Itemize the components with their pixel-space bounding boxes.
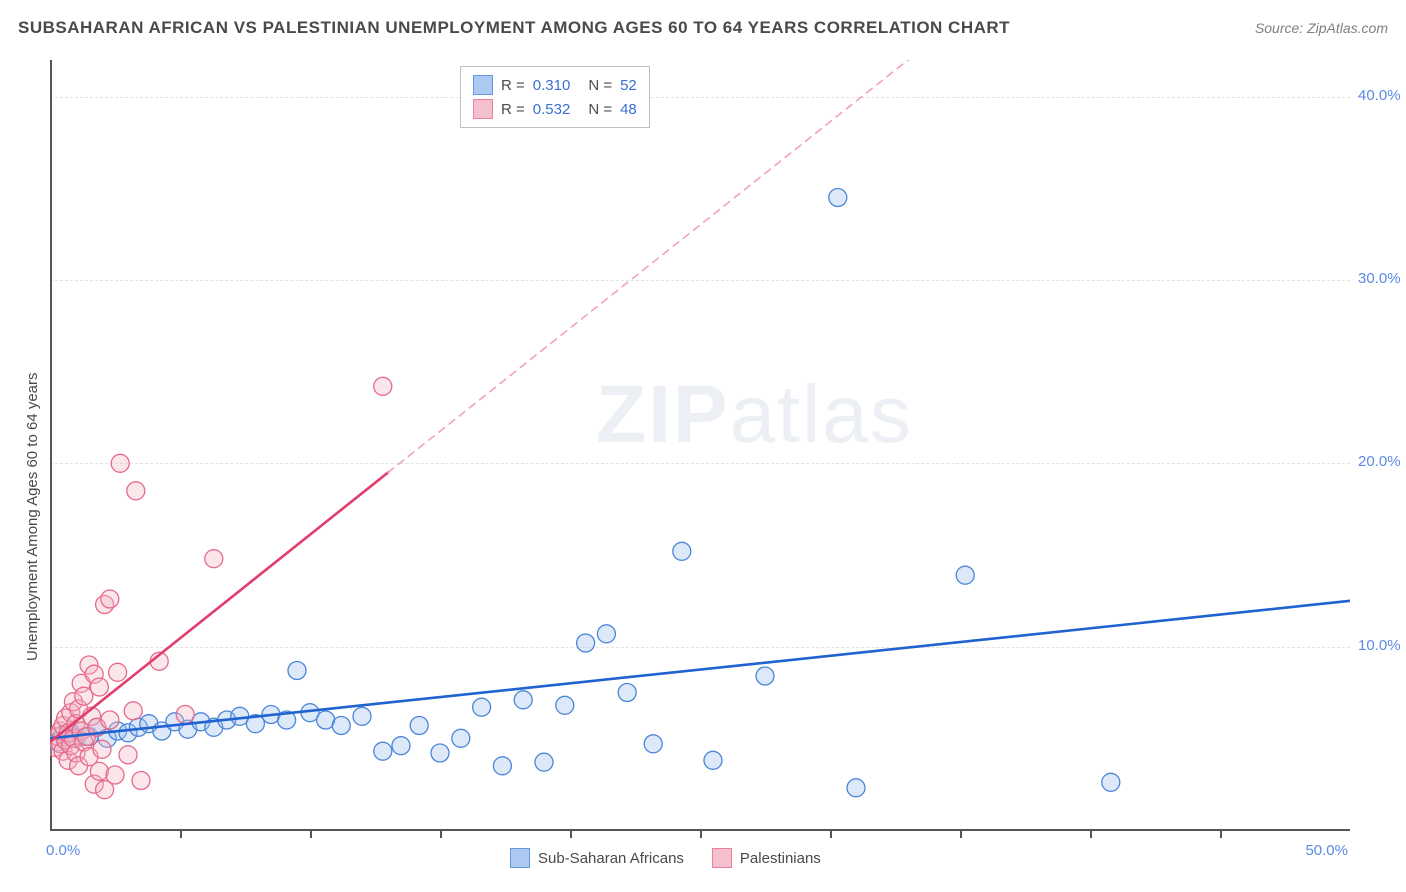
source-label: Source: ZipAtlas.com: [1255, 20, 1388, 36]
point-subsaharan: [535, 753, 553, 771]
point-palestinian: [111, 454, 129, 472]
point-subsaharan: [410, 717, 428, 735]
point-subsaharan: [473, 698, 491, 716]
x-tick: [570, 830, 572, 838]
point-subsaharan: [673, 542, 691, 560]
point-subsaharan: [493, 757, 511, 775]
swatch-subsaharan: [510, 848, 530, 868]
svg-layer: [50, 60, 1350, 830]
r-value: 0.310: [533, 77, 571, 94]
plot-area: 10.0%20.0%30.0%40.0%0.0%50.0%: [50, 60, 1350, 830]
y-tick-label: 10.0%: [1358, 637, 1401, 654]
series-legend-subsaharan: Sub-Saharan Africans: [510, 848, 684, 868]
point-palestinian: [119, 746, 137, 764]
swatch-palestinian: [473, 99, 493, 119]
point-palestinian: [101, 711, 119, 729]
series-legend: Sub-Saharan Africans Palestinians: [510, 848, 821, 868]
swatch-subsaharan: [473, 75, 493, 95]
point-subsaharan: [644, 735, 662, 753]
point-palestinian: [90, 678, 108, 696]
point-palestinian: [93, 740, 111, 758]
point-palestinian: [132, 772, 150, 790]
point-subsaharan: [577, 634, 595, 652]
series-label: Sub-Saharan Africans: [538, 850, 684, 867]
point-subsaharan: [353, 707, 371, 725]
x-tick-label: 0.0%: [46, 842, 80, 859]
x-tick: [1090, 830, 1092, 838]
series-label: Palestinians: [740, 850, 821, 867]
x-tick: [180, 830, 182, 838]
point-subsaharan: [756, 667, 774, 685]
swatch-palestinian: [712, 848, 732, 868]
r-label: R =: [501, 101, 525, 118]
corr-legend-row-subsaharan: R = 0.310 N = 52: [473, 73, 637, 97]
n-value: 48: [620, 101, 637, 118]
point-subsaharan: [288, 662, 306, 680]
point-subsaharan: [332, 717, 350, 735]
x-tick: [700, 830, 702, 838]
y-tick-label: 20.0%: [1358, 453, 1401, 470]
point-palestinian: [75, 687, 93, 705]
title-bar: SUBSAHARAN AFRICAN VS PALESTINIAN UNEMPL…: [18, 18, 1388, 38]
chart-title: SUBSAHARAN AFRICAN VS PALESTINIAN UNEMPL…: [18, 18, 1010, 38]
point-palestinian: [176, 706, 194, 724]
point-subsaharan: [618, 684, 636, 702]
point-palestinian: [109, 663, 127, 681]
point-subsaharan: [556, 696, 574, 714]
y-tick-label: 30.0%: [1358, 270, 1401, 287]
n-label: N =: [588, 77, 612, 94]
x-tick: [1220, 830, 1222, 838]
point-subsaharan: [431, 744, 449, 762]
n-label: N =: [588, 101, 612, 118]
point-palestinian: [90, 762, 108, 780]
y-axis-title: Unemployment Among Ages 60 to 64 years: [24, 372, 41, 661]
x-tick: [310, 830, 312, 838]
point-subsaharan: [1102, 773, 1120, 791]
point-subsaharan: [374, 742, 392, 760]
x-tick: [440, 830, 442, 838]
r-label: R =: [501, 77, 525, 94]
y-tick-label: 40.0%: [1358, 87, 1401, 104]
point-subsaharan: [514, 691, 532, 709]
correlation-legend: R = 0.310 N = 52 R = 0.532 N = 48: [460, 66, 650, 128]
point-palestinian: [106, 766, 124, 784]
point-subsaharan: [829, 189, 847, 207]
point-palestinian: [205, 550, 223, 568]
series-legend-palestinian: Palestinians: [712, 848, 821, 868]
point-subsaharan: [956, 566, 974, 584]
r-value: 0.532: [533, 101, 571, 118]
x-tick: [830, 830, 832, 838]
n-value: 52: [620, 77, 637, 94]
point-palestinian: [374, 377, 392, 395]
point-subsaharan: [597, 625, 615, 643]
point-subsaharan: [847, 779, 865, 797]
point-subsaharan: [452, 729, 470, 747]
point-subsaharan: [392, 737, 410, 755]
point-palestinian: [124, 702, 142, 720]
point-palestinian: [101, 590, 119, 608]
point-subsaharan: [704, 751, 722, 769]
x-tick: [960, 830, 962, 838]
corr-legend-row-palestinian: R = 0.532 N = 48: [473, 97, 637, 121]
x-tick-label: 50.0%: [1305, 842, 1348, 859]
point-palestinian: [127, 482, 145, 500]
